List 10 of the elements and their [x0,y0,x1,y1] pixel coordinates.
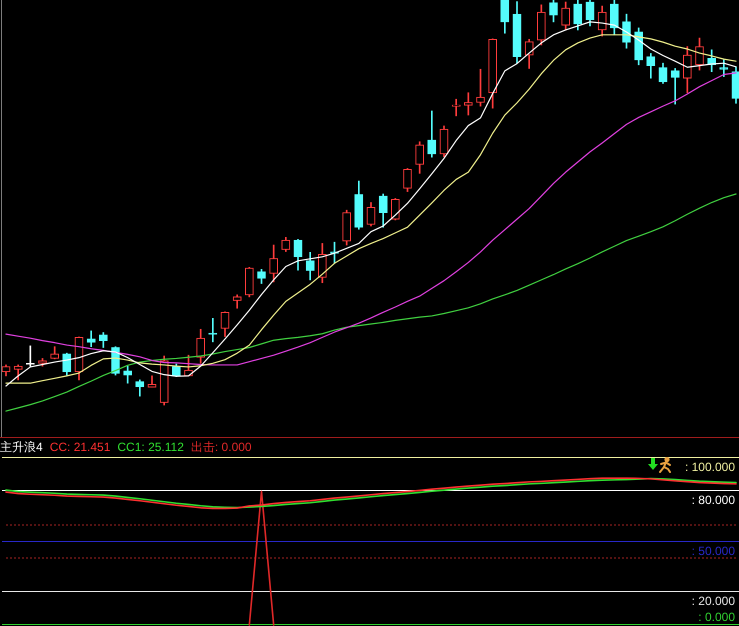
ref-line-label: : 0.000 [698,610,735,624]
chart-title: 主升浪4 [0,440,43,454]
text: 出击: 0.000 [190,440,252,454]
text: CC: 21.451 [50,440,110,454]
ref-line-label: : 20.000 [692,594,735,608]
text: CC1: 25.112 [117,440,184,454]
ref-line-label: : 100.000 [684,460,735,474]
ref-line-label: : 80.000 [692,493,735,508]
ref-line-label: : 50.000 [692,544,735,558]
candlestick [476,68,485,106]
